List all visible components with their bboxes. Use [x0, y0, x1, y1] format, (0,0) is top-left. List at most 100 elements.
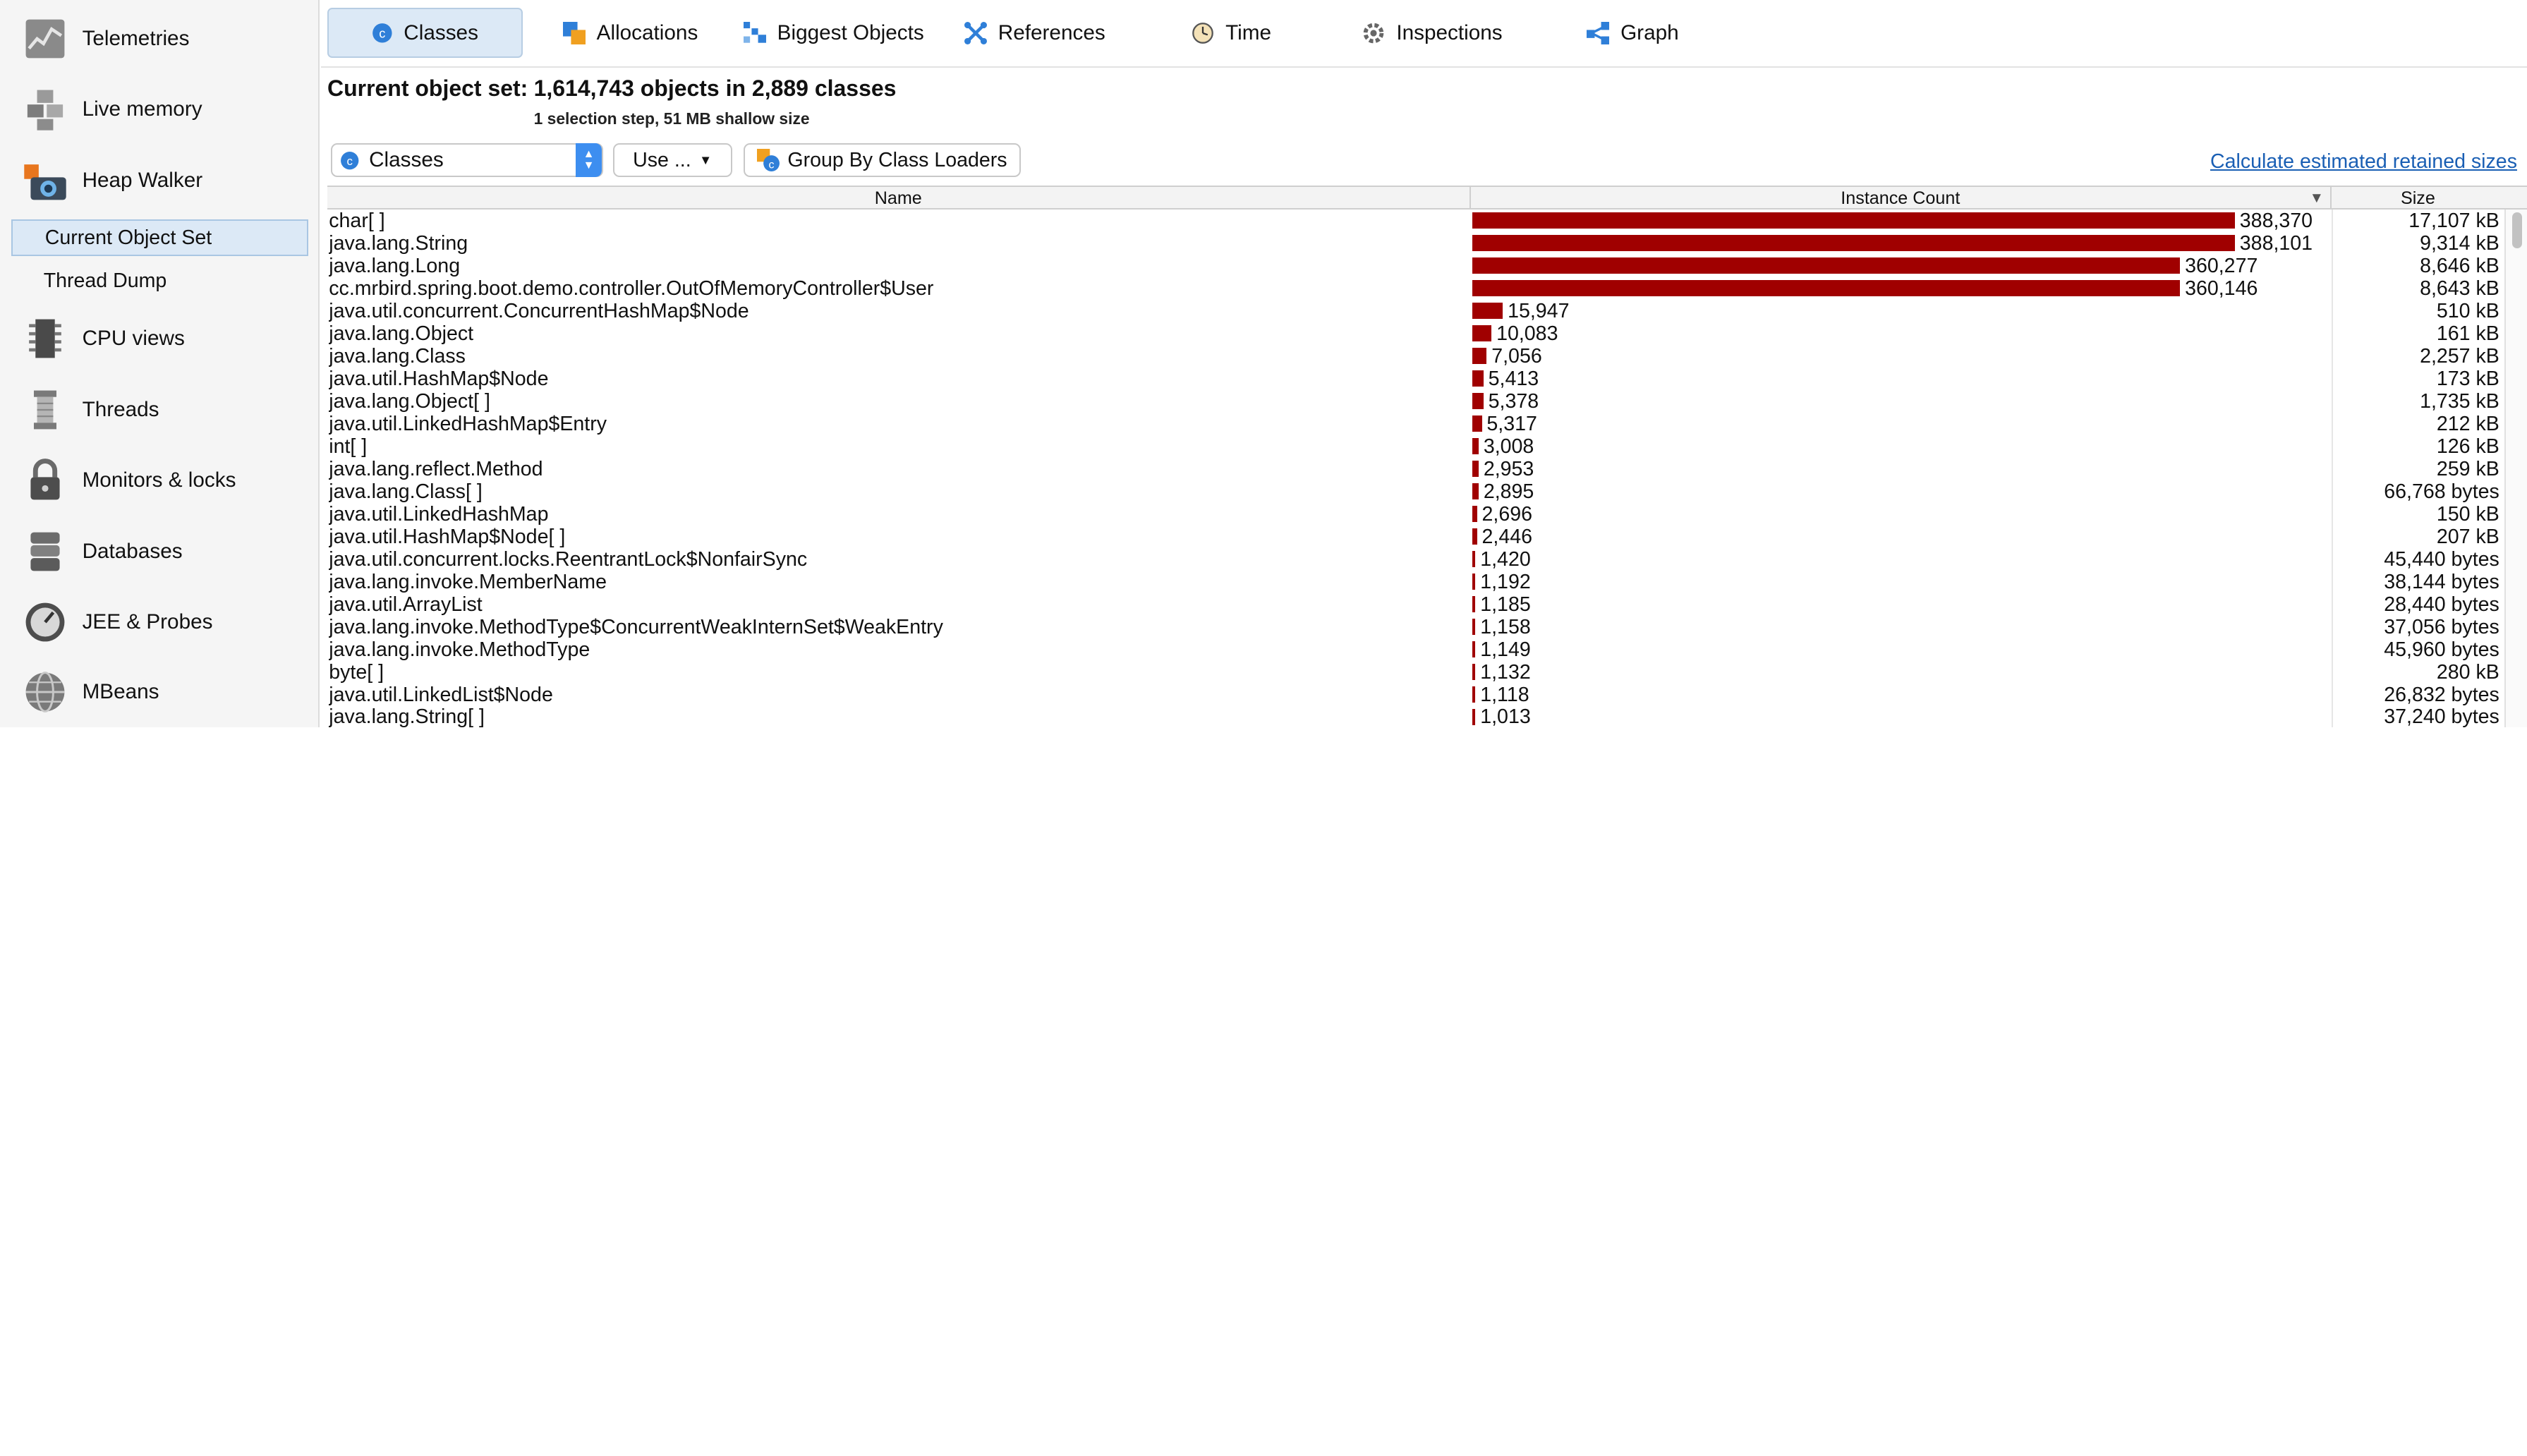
table-row[interactable]: java.util.HashMap$Node[ ] 2,446 207 kB: [327, 525, 2504, 548]
table-header: Name Instance Count ▼ Size: [327, 186, 2504, 210]
instance-count-cell: 388,101: [1471, 232, 2332, 255]
table-row[interactable]: byte[ ] 1,132 280 kB: [327, 660, 2504, 684]
instance-count-value: 10,083: [1496, 322, 1558, 345]
scrollbar-thumb[interactable]: [2511, 212, 2522, 248]
instance-count-value: 2,446: [1481, 525, 1532, 548]
calculate-retained-sizes-link[interactable]: Calculate estimated retained sizes: [2210, 150, 2517, 173]
instance-count-bar: [1472, 212, 2235, 229]
size-cell: 26,832 bytes: [2332, 683, 2504, 706]
table-row[interactable]: java.util.HashMap$Node 5,413 173 kB: [327, 367, 2504, 390]
instance-count-value: 5,413: [1488, 367, 1539, 390]
table-row[interactable]: java.lang.Class 7,056 2,257 kB: [327, 344, 2504, 368]
table-row[interactable]: int[ ] 3,008 126 kB: [327, 435, 2504, 458]
instance-count-cell: 3,008: [1471, 435, 2332, 458]
tab-time[interactable]: Time: [1192, 8, 1271, 58]
sidebar-item-cpu-views[interactable]: CPU views: [0, 306, 320, 370]
vertical-scrollbar[interactable]: [2504, 209, 2527, 727]
tab-inspections[interactable]: Inspections: [1362, 8, 1503, 58]
tab-references[interactable]: References: [964, 8, 1105, 58]
tab-graph[interactable]: Graph: [1587, 8, 1679, 58]
table-row[interactable]: java.util.concurrent.ConcurrentHashMap$N…: [327, 299, 2504, 322]
table-row[interactable]: java.util.LinkedHashMap 2,696 150 kB: [327, 502, 2504, 526]
instance-count-value: 1,185: [1480, 593, 1531, 616]
instance-count-value: 1,132: [1480, 660, 1531, 684]
size-cell: 150 kB: [2332, 502, 2504, 526]
sidebar-item-monitors-locks[interactable]: Monitors & locks: [0, 448, 320, 512]
class-name-cell: java.lang.String: [329, 231, 468, 255]
table-row[interactable]: java.lang.invoke.MemberName 1,192 38,144 b…: [327, 570, 2504, 593]
group-by-class-loaders-button[interactable]: c Group By Class Loaders: [743, 143, 1021, 178]
column-header-size[interactable]: Size: [2400, 188, 2435, 208]
sidebar-item-telemetries[interactable]: Telemetries: [0, 6, 320, 71]
size-cell: 212 kB: [2332, 412, 2504, 435]
table-row[interactable]: java.lang.reflect.Method 2,953 259 kB: [327, 457, 2504, 480]
table-row[interactable]: java.lang.invoke.MethodType$ConcurrentWe…: [327, 615, 2504, 638]
tab-biggest-objects[interactable]: Biggest Objects: [743, 8, 924, 58]
instance-count-bar: [1472, 506, 1477, 523]
sidebar-subitem-current-object-set[interactable]: Current Object Set: [11, 219, 308, 257]
table-row[interactable]: java.lang.Long 360,277 8,646 kB: [327, 254, 2504, 277]
instance-count-bar: [1472, 348, 1487, 365]
sidebar-item-jee-probes[interactable]: JEE & Probes: [0, 590, 320, 655]
sidebar-item-label: Databases: [82, 539, 183, 563]
table-body: char[ ] 388,370 17,107 kB java.lang.String 3…: [327, 209, 2504, 727]
dropdown-arrow-icon: ▼: [699, 152, 713, 168]
sidebar-item-threads[interactable]: Threads: [0, 377, 320, 442]
references-icon: [964, 21, 987, 44]
column-header-name[interactable]: Name: [327, 186, 1471, 210]
sidebar-item-databases[interactable]: Databases: [0, 519, 320, 583]
table-row[interactable]: java.util.LinkedList$Node 1,118 26,832 byt…: [327, 683, 2504, 706]
class-name-cell: java.lang.Long: [329, 254, 461, 277]
class-name-cell: byte[ ]: [329, 660, 384, 684]
table-row[interactable]: java.lang.Class[ ] 2,895 66,768 bytes: [327, 480, 2504, 503]
time-icon: [1192, 22, 1213, 44]
sidebar-item-heap-walker[interactable]: Heap Walker: [0, 148, 320, 212]
sidebar-item-mbeans[interactable]: MBeans: [0, 660, 320, 724]
view-select[interactable]: c Classes ▲ ▼: [330, 143, 603, 178]
column-header-instance-count[interactable]: Instance Count ▼: [1471, 186, 2332, 210]
instance-count-value: 7,056: [1491, 344, 1542, 368]
sidebar-subitem-thread-dump[interactable]: Thread Dump: [11, 263, 308, 301]
inspections-icon: [1364, 23, 1384, 44]
table-row[interactable]: java.lang.invoke.MethodType 1,149 45,960 b…: [327, 638, 2504, 661]
classes-icon: c: [341, 151, 359, 170]
class-name-cell: cc.mrbird.spring.boot.demo.controller.Ou…: [329, 277, 934, 300]
tab-label: Inspections: [1396, 20, 1503, 44]
table-row[interactable]: java.lang.String 388,101 9,314 kB: [327, 231, 2504, 255]
table-row[interactable]: cc.mrbird.spring.boot.demo.controller.Ou…: [327, 277, 2504, 300]
table-row[interactable]: java.lang.Object 10,083 161 kB: [327, 322, 2504, 345]
sidebar-item-label: Live memory: [82, 97, 202, 121]
allocations-icon: [562, 21, 586, 44]
table-row[interactable]: char[ ] 388,370 17,107 kB: [327, 209, 2504, 232]
graph-icon: [1587, 21, 1610, 44]
tab-label: Allocations: [596, 20, 698, 44]
class-name-cell: java.util.concurrent.ConcurrentHashMap$N…: [329, 299, 749, 322]
table-row[interactable]: java.util.ArrayList 1,185 28,440 bytes: [327, 593, 2504, 616]
tab-allocations[interactable]: Allocations: [562, 8, 698, 58]
instance-count-value: 1,149: [1480, 638, 1531, 661]
instance-count-cell: 10,083: [1471, 322, 2332, 345]
class-name-cell: char[ ]: [329, 209, 385, 232]
table-row[interactable]: java.util.concurrent.locks.ReentrantLock…: [327, 547, 2504, 571]
instance-count-cell: 2,895: [1471, 480, 2332, 503]
instance-count-value: 1,013: [1480, 705, 1531, 727]
sidebar-item-live-memory[interactable]: Live memory: [0, 78, 320, 142]
instance-count-value: 15,947: [1508, 299, 1570, 322]
instance-count-bar: [1472, 257, 2181, 274]
instance-count-bar: [1472, 619, 1476, 635]
use-button[interactable]: Use ... ▼: [612, 143, 732, 178]
tab-classes[interactable]: c Classes: [327, 8, 523, 59]
tab-label: Biggest Objects: [777, 20, 924, 44]
table-corner: [2504, 186, 2527, 210]
instance-count-bar: [1472, 483, 1479, 500]
instance-count-value: 1,158: [1480, 615, 1531, 638]
svg-text:c: c: [769, 159, 775, 171]
svg-text:c: c: [346, 154, 352, 168]
table-row[interactable]: java.util.LinkedHashMap$Entry 5,317 212 kB: [327, 412, 2504, 435]
column-header-label: Instance Count: [1841, 188, 1961, 208]
instance-count-cell: 1,158: [1471, 616, 2332, 638]
select-arrows-icon: ▲ ▼: [576, 143, 602, 178]
table-row[interactable]: java.lang.Object[ ] 5,378 1,735 kB: [327, 389, 2504, 413]
table-row[interactable]: java.lang.String[ ] 1,013 37,240 bytes: [327, 705, 2504, 727]
instance-count-cell: 388,370: [1471, 210, 2332, 232]
